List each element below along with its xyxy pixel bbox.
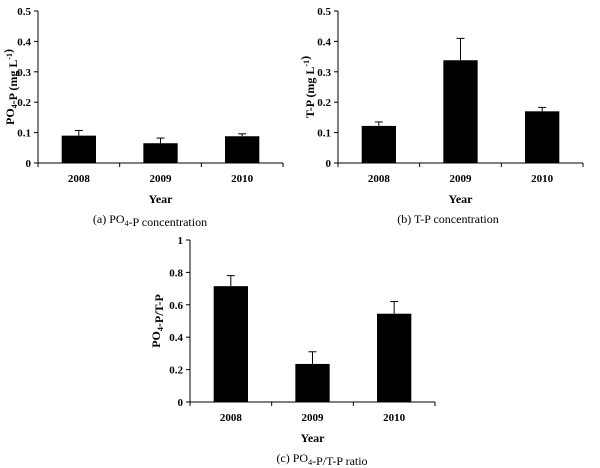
y-tick-label: 0 [326,158,332,170]
y-tick-label: 0.4 [169,332,183,344]
y-tick-label: 0.5 [17,6,31,18]
y-tick-label: 0.8 [169,267,183,279]
panel-b-tp-chart: 0 0.1 0.2 0.3 0.4 0.5 2008 2009 2010 Year T-P (mg … [298,6,584,226]
x-axis-title: Year [149,192,174,206]
y-tick-label: 0.1 [317,128,331,140]
y-axis-title: PO4-P (mg L-1) [1,49,20,125]
panel-caption: (b) T-P concentration [397,212,499,226]
y-tick-label: 0 [26,158,32,170]
x-tick-label: 2009 [450,173,473,185]
x-axis-title: Year [449,192,474,206]
y-tick-label: 0.5 [317,6,331,18]
panel-caption: (c) PO4-P/T-P ratio [276,451,367,468]
y-tick-label: 0.6 [169,300,183,312]
x-tick-label: 2008 [220,412,243,424]
y-tick-label: 1 [178,235,184,247]
x-tick-label: 2008 [368,173,391,185]
x-tick-label: 2009 [302,412,325,424]
bar-2009 [143,143,178,163]
x-tick-label: 2010 [231,173,254,185]
bar-2008 [213,286,248,402]
y-tick-label: 0.3 [17,67,31,79]
bar-2008 [61,135,96,163]
x-tick-label: 2010 [531,173,554,185]
bar-2010 [225,136,260,163]
y-tick-label: 0.2 [317,97,331,109]
x-axis-title: Year [301,431,326,445]
bar-2009 [295,363,330,402]
bar-2009 [443,60,478,163]
y-tick-label: 0.4 [17,36,31,48]
y-tick-label: 0.3 [317,67,331,79]
x-tick-label: 2010 [383,412,406,424]
y-axis-title: T-P (mg L-1) [298,56,317,118]
panel-a-po4p-chart: 0 0.1 0.2 0.3 0.4 0.5 2008 2009 2010 Year PO4-P (m… [1,6,284,229]
panel-caption: (a) PO4-P concentration [93,212,207,229]
y-tick-label: 0 [178,397,184,409]
y-tick-label: 0.1 [17,128,31,140]
y-tick-label: 0.4 [317,36,331,48]
bar-2010 [525,111,560,163]
bar-2008 [361,125,396,163]
y-tick-label: 0.2 [169,365,183,377]
bar-2010 [377,313,412,402]
y-axis-title: PO4-P/T-P [149,294,166,348]
x-tick-label: 2008 [68,173,91,185]
panel-c-ratio-chart: 0 0.2 0.4 0.6 0.8 1 2008 2009 2010 Year PO4-P/T-P (… [149,235,436,468]
y-tick-label: 0.2 [17,97,31,109]
x-tick-label: 2009 [150,173,173,185]
